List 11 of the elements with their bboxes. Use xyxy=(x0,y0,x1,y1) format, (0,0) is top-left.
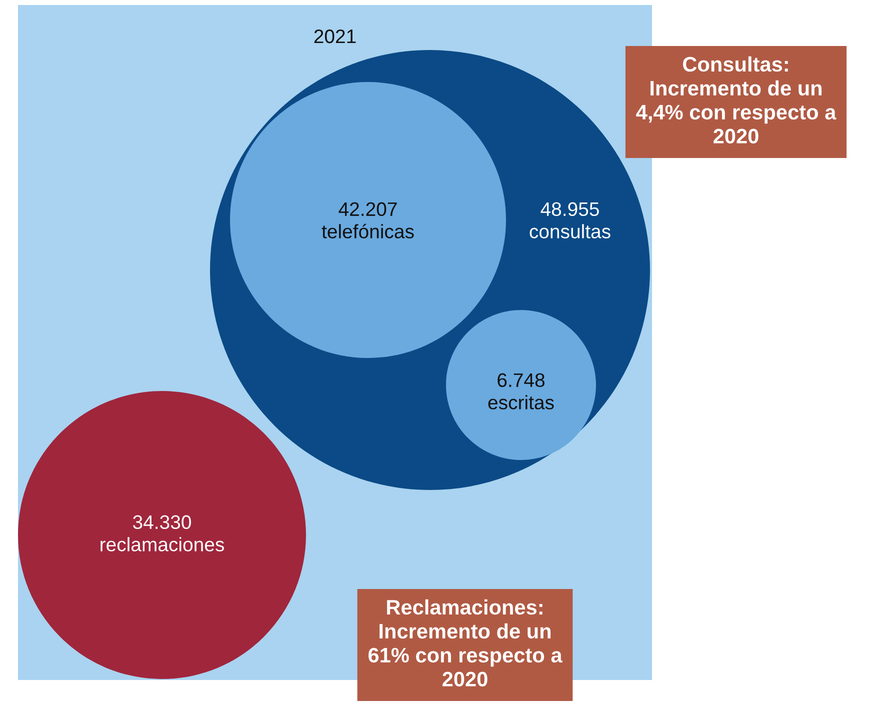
category-label: telefónicas xyxy=(322,224,414,238)
text: 2021 xyxy=(314,29,356,44)
data-label: 6.748 xyxy=(498,373,544,388)
category-label: escritas xyxy=(488,395,554,410)
data-label: 42.207 xyxy=(338,202,397,216)
data-label: 34.330 xyxy=(133,515,191,530)
category-label: consultas xyxy=(530,224,610,238)
text: Consultas: Incremento de un 4,4% con respecto a 2020 xyxy=(636,56,836,144)
data-label: 48.955 xyxy=(540,202,599,216)
text: Reclamaciones: Incremento de un 61% con respecto a 2020 xyxy=(368,599,562,687)
category-label: reclamaciones xyxy=(100,537,224,552)
